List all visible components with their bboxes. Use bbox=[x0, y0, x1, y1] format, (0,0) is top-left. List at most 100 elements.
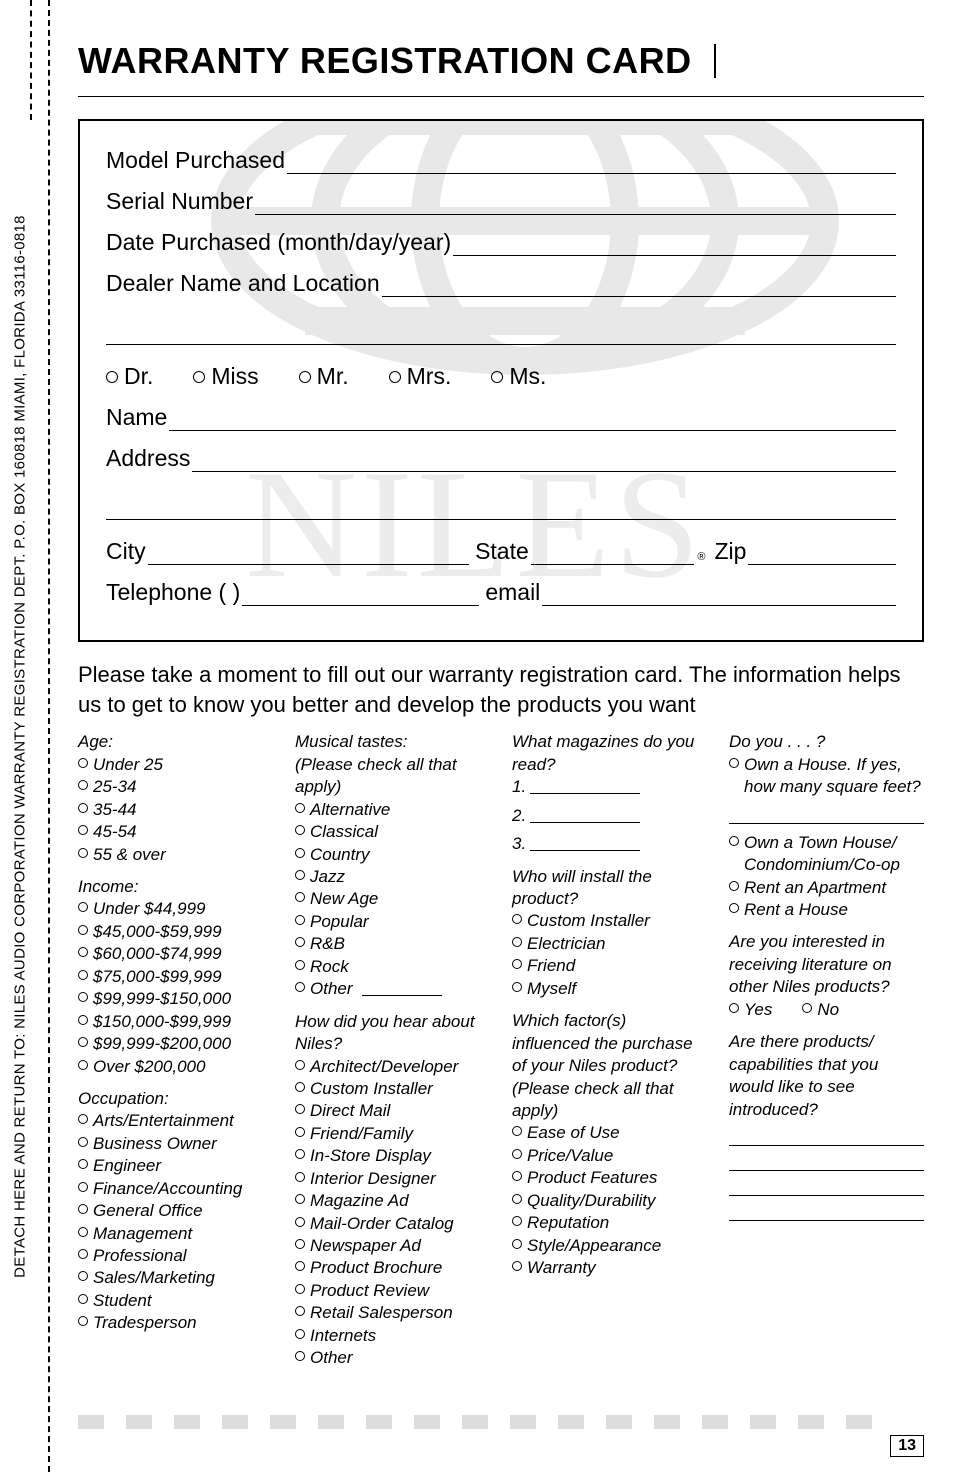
opt-hear-13-label: Other bbox=[310, 1347, 353, 1369]
title-divider bbox=[714, 44, 716, 78]
opt-mus-3[interactable]: Jazz bbox=[295, 866, 490, 888]
opt-hear-5[interactable]: Interior Designer bbox=[295, 1168, 490, 1190]
opt-inc-2[interactable]: $60,000-$74,999 bbox=[78, 943, 273, 965]
col-mags-install-factor: What magazines do you read? 1. 2. 3. Who… bbox=[512, 731, 707, 1369]
label-state: State bbox=[475, 538, 529, 565]
input-dealer[interactable] bbox=[382, 275, 896, 297]
opt-mus-other[interactable]: Other bbox=[295, 978, 490, 1000]
opt-hear-9[interactable]: Product Brochure bbox=[295, 1257, 490, 1279]
opt-inst-1[interactable]: Electrician bbox=[512, 933, 707, 955]
opt-age-1[interactable]: 25-34 bbox=[78, 776, 273, 798]
opt-inst-3[interactable]: Myself bbox=[512, 978, 707, 1000]
opt-age-2[interactable]: 35-44 bbox=[78, 799, 273, 821]
opt-hear-12[interactable]: Internets bbox=[295, 1325, 490, 1347]
radio-mr[interactable]: Mr. bbox=[299, 363, 349, 390]
opt-doyou-1-label: Rent an Apartment bbox=[744, 877, 886, 899]
input-email[interactable] bbox=[542, 584, 896, 606]
opt-occ-4[interactable]: General Office bbox=[78, 1200, 273, 1222]
opt-inc-1-label: $45,000-$59,999 bbox=[93, 921, 222, 943]
input-address[interactable] bbox=[192, 450, 896, 472]
opt-inst-2[interactable]: Friend bbox=[512, 955, 707, 977]
opt-inc-0[interactable]: Under $44,999 bbox=[78, 898, 273, 920]
input-address-line2[interactable] bbox=[106, 486, 896, 520]
opt-inc-1[interactable]: $45,000-$59,999 bbox=[78, 921, 273, 943]
input-telephone[interactable] bbox=[242, 584, 479, 606]
opt-hear-6[interactable]: Magazine Ad bbox=[295, 1190, 490, 1212]
opt-inc-4[interactable]: $99,999-$150,000 bbox=[78, 988, 273, 1010]
input-state[interactable] bbox=[531, 543, 695, 565]
opt-fac-3[interactable]: Quality/Durability bbox=[512, 1190, 707, 1212]
input-dealer-line2[interactable] bbox=[106, 311, 896, 345]
opt-hear-7[interactable]: Mail-Order Catalog bbox=[295, 1213, 490, 1235]
opt-occ-0[interactable]: Arts/Entertainment bbox=[78, 1110, 273, 1132]
opt-mus-0[interactable]: Alternative bbox=[295, 799, 490, 821]
opt-occ-3[interactable]: Finance/Accounting bbox=[78, 1178, 273, 1200]
opt-own-house[interactable]: Own a House. If yes, how many square fee… bbox=[729, 754, 924, 799]
opt-fac-6[interactable]: Warranty bbox=[512, 1257, 707, 1279]
label-zip: Zip bbox=[714, 538, 746, 565]
input-name[interactable] bbox=[169, 409, 896, 431]
opt-mus-1[interactable]: Classical bbox=[295, 821, 490, 843]
opt-hear-0[interactable]: Architect/Developer bbox=[295, 1056, 490, 1078]
input-prod-1[interactable] bbox=[729, 1124, 924, 1146]
opt-lit-yes[interactable]: Yes bbox=[729, 999, 772, 1021]
opt-mus-5[interactable]: Popular bbox=[295, 911, 490, 933]
opt-occ-1[interactable]: Business Owner bbox=[78, 1133, 273, 1155]
opt-fac-1[interactable]: Price/Value bbox=[512, 1145, 707, 1167]
opt-inc-3[interactable]: $75,000-$99,999 bbox=[78, 966, 273, 988]
opt-occ-6[interactable]: Professional bbox=[78, 1245, 273, 1267]
opt-inc-5[interactable]: $150,000-$99,999 bbox=[78, 1011, 273, 1033]
input-prod-4[interactable] bbox=[729, 1199, 924, 1221]
opt-inc-7[interactable]: Over $200,000 bbox=[78, 1056, 273, 1078]
opt-occ-7[interactable]: Sales/Marketing bbox=[78, 1267, 273, 1289]
input-mag-2[interactable] bbox=[530, 805, 640, 823]
input-sqft[interactable] bbox=[729, 802, 924, 824]
opt-mus-6[interactable]: R&B bbox=[295, 933, 490, 955]
opt-mus-2[interactable]: Country bbox=[295, 844, 490, 866]
opt-hear-8[interactable]: Newspaper Ad bbox=[295, 1235, 490, 1257]
input-mag-3[interactable] bbox=[530, 833, 640, 851]
opt-doyou-1[interactable]: Rent an Apartment bbox=[729, 877, 924, 899]
opt-hear-11[interactable]: Retail Salesperson bbox=[295, 1302, 490, 1324]
opt-occ-8[interactable]: Student bbox=[78, 1290, 273, 1312]
input-prod-3[interactable] bbox=[729, 1174, 924, 1196]
opt-fac-5-label: Style/Appearance bbox=[527, 1235, 661, 1257]
radio-mrs[interactable]: Mrs. bbox=[389, 363, 452, 390]
radio-dr[interactable]: Dr. bbox=[106, 363, 153, 390]
input-model[interactable] bbox=[287, 152, 896, 174]
input-serial[interactable] bbox=[255, 193, 896, 215]
opt-inc-6[interactable]: $99,999-$200,000 bbox=[78, 1033, 273, 1055]
radio-miss[interactable]: Miss bbox=[193, 363, 258, 390]
input-city[interactable] bbox=[148, 543, 469, 565]
opt-mus-7[interactable]: Rock bbox=[295, 956, 490, 978]
input-date[interactable] bbox=[453, 234, 896, 256]
opt-hear-4[interactable]: In-Store Display bbox=[295, 1145, 490, 1167]
opt-mus-4[interactable]: New Age bbox=[295, 888, 490, 910]
opt-fac-0[interactable]: Ease of Use bbox=[512, 1122, 707, 1144]
opt-occ-5[interactable]: Management bbox=[78, 1223, 273, 1245]
input-zip[interactable] bbox=[748, 543, 896, 565]
opt-age-0[interactable]: Under 25 bbox=[78, 754, 273, 776]
opt-fac-4[interactable]: Reputation bbox=[512, 1212, 707, 1234]
opt-fac-5[interactable]: Style/Appearance bbox=[512, 1235, 707, 1257]
input-music-other[interactable] bbox=[362, 978, 442, 996]
opt-hear-13[interactable]: Other bbox=[295, 1347, 490, 1369]
opt-hear-10[interactable]: Product Review bbox=[295, 1280, 490, 1302]
opt-lit-no[interactable]: No bbox=[802, 999, 839, 1021]
radio-ms[interactable]: Ms. bbox=[491, 363, 546, 390]
opt-inst-0[interactable]: Custom Installer bbox=[512, 910, 707, 932]
opt-fac-2[interactable]: Product Features bbox=[512, 1167, 707, 1189]
input-mag-1[interactable] bbox=[530, 776, 640, 794]
opt-hear-1[interactable]: Custom Installer bbox=[295, 1078, 490, 1100]
opt-occ-1-label: Business Owner bbox=[93, 1133, 217, 1155]
opt-occ-2[interactable]: Engineer bbox=[78, 1155, 273, 1177]
input-prod-2[interactable] bbox=[729, 1149, 924, 1171]
opt-age-3[interactable]: 45-54 bbox=[78, 821, 273, 843]
opt-doyou-0[interactable]: Own a Town House/ Condominium/Co-op bbox=[729, 832, 924, 877]
opt-doyou-2[interactable]: Rent a House bbox=[729, 899, 924, 921]
label-telephone: Telephone ( ) bbox=[106, 579, 240, 606]
opt-age-4[interactable]: 55 & over bbox=[78, 844, 273, 866]
opt-occ-9[interactable]: Tradesperson bbox=[78, 1312, 273, 1334]
opt-hear-3[interactable]: Friend/Family bbox=[295, 1123, 490, 1145]
opt-hear-2[interactable]: Direct Mail bbox=[295, 1100, 490, 1122]
